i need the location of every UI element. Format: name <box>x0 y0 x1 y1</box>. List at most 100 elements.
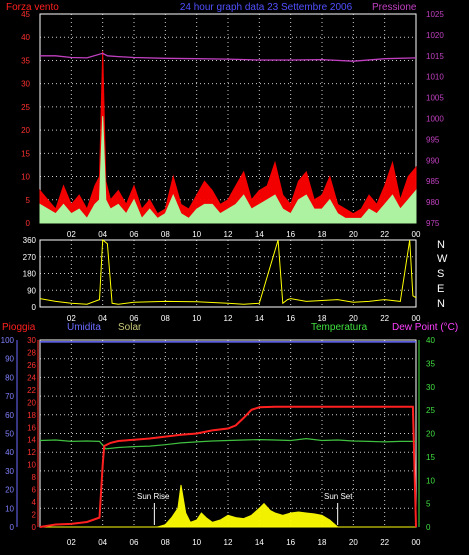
pressure-y-tick: 995 <box>426 135 440 144</box>
wind-y-tick: 5 <box>26 196 31 205</box>
humidity-y-tick: 0 <box>10 523 15 532</box>
pressure-y-tick: 1010 <box>426 73 444 82</box>
wind-panel-x-tick: 16 <box>286 230 295 239</box>
direction-panel-x-tick: 12 <box>224 314 233 323</box>
direction-y-tick: 180 <box>23 270 37 279</box>
wind-series <box>39 51 417 224</box>
wind-y-tick: 20 <box>21 126 30 135</box>
rain-series <box>39 405 417 528</box>
rain-y-tick: 30 <box>27 336 36 345</box>
temperature-y-tick: 40 <box>426 336 435 345</box>
rain-panel-x-tick: 06 <box>130 538 139 547</box>
compass-s: S <box>437 268 444 280</box>
pressure-axis-title: Pressione <box>372 2 417 13</box>
sunset-annotation: Sun Set <box>324 492 353 501</box>
pressure-y-tick: 990 <box>426 156 440 165</box>
direction-panel-x-tick: 18 <box>318 314 327 323</box>
rain-panel-x-tick: 04 <box>98 538 107 547</box>
pressure-y-tick: 1020 <box>426 31 444 40</box>
rain-panel-x-tick: 22 <box>380 538 389 547</box>
temperature-y-tick: 30 <box>426 383 435 392</box>
temperature-series <box>39 437 416 450</box>
wind-y-tick: 25 <box>21 103 30 112</box>
chart-title: 24 hour graph data 23 Settembre 2006 <box>180 2 353 13</box>
compass-e: E <box>437 283 444 295</box>
temperature-y-tick: 20 <box>426 430 435 439</box>
direction-y-tick: 360 <box>23 236 37 245</box>
direction-y-tick: 90 <box>27 286 36 295</box>
rain-axis-title: Pioggia <box>2 322 36 333</box>
wind-y-tick: 40 <box>21 33 30 42</box>
rain-y-tick: 6 <box>32 486 37 495</box>
wind-panel-x-tick: 00 <box>412 230 421 239</box>
solar-series <box>40 484 416 528</box>
wind-y-tick: 30 <box>21 80 30 89</box>
rain-y-tick: 28 <box>27 348 36 357</box>
wind-panel-x-tick: 02 <box>67 230 76 239</box>
humidity-y-tick: 20 <box>5 486 14 495</box>
humidity-y-tick: 30 <box>5 467 14 476</box>
wind-y-tick: 10 <box>21 173 30 182</box>
compass-labels: N W S E N <box>437 239 448 310</box>
wind-panel-x-tick: 14 <box>255 230 264 239</box>
pressure-y-tick: 1025 <box>426 10 444 19</box>
rain-y-tick: 4 <box>32 498 37 507</box>
direction-panel-x-tick: 16 <box>286 314 295 323</box>
temperature-axis-title: Temperatura <box>311 322 368 333</box>
compass-w: W <box>437 253 448 265</box>
temperature-y-tick: 35 <box>426 359 435 368</box>
wind-panel-x-tick: 22 <box>380 230 389 239</box>
wind-y-tick: 15 <box>21 149 30 158</box>
rain-y-tick: 0 <box>32 523 37 532</box>
humidity-y-tick: 90 <box>5 355 14 364</box>
humidity-axis-title: Umidita <box>67 322 101 333</box>
rain-y-tick: 12 <box>27 448 36 457</box>
compass-n-top: N <box>437 239 445 251</box>
rain-panel-x-tick: 12 <box>224 538 233 547</box>
rain-y-tick: 8 <box>32 473 37 482</box>
rain-y-tick: 18 <box>27 411 36 420</box>
direction-panel-x-tick: 10 <box>192 314 201 323</box>
direction-y-tick: 0 <box>32 303 37 312</box>
direction-panel-x-tick: 00 <box>412 314 421 323</box>
rain-y-tick: 24 <box>27 373 36 382</box>
humidity-y-tick: 40 <box>5 448 14 457</box>
humidity-y-tick: 70 <box>5 392 14 401</box>
rain-panel-x-tick: 00 <box>412 538 421 547</box>
direction-panel-x-tick: 08 <box>161 314 170 323</box>
temperature-y-tick: 5 <box>426 500 431 509</box>
direction-y-tick: 270 <box>23 253 37 262</box>
pressure-y-tick: 1000 <box>426 115 444 124</box>
rain-panel-x-tick: 10 <box>192 538 201 547</box>
gust-series <box>39 116 417 224</box>
direction-panel-x-tick: 04 <box>98 314 107 323</box>
temperature-y-tick: 0 <box>426 523 431 532</box>
wind-axis-title: Forza vento <box>6 2 59 13</box>
rain-panel-x-tick: 02 <box>67 538 76 547</box>
solar-axis-title: Solar <box>118 322 142 333</box>
pressure-y-tick: 1015 <box>426 52 444 61</box>
rain-y-tick: 14 <box>27 436 36 445</box>
wind-panel-x-tick: 10 <box>192 230 201 239</box>
humidity-y-tick: 60 <box>5 411 14 420</box>
temperature-y-tick: 15 <box>426 453 435 462</box>
sunrise-annotation: Sun Rise <box>137 492 170 501</box>
pressure-y-tick: 975 <box>426 219 440 228</box>
direction-series <box>39 239 417 305</box>
rain-y-tick: 22 <box>27 386 36 395</box>
rain-panel-x-tick: 18 <box>318 538 327 547</box>
rain-panel-x-tick: 20 <box>349 538 358 547</box>
wind-panel-x-tick: 18 <box>318 230 327 239</box>
direction-panel-x-tick: 06 <box>130 314 139 323</box>
temperature-y-tick: 10 <box>426 476 435 485</box>
wind-panel-x-tick: 08 <box>161 230 170 239</box>
rain-y-tick: 26 <box>27 361 36 370</box>
temperature-y-tick: 25 <box>426 406 435 415</box>
humidity-y-tick: 100 <box>1 336 15 345</box>
pressure-y-tick: 980 <box>426 198 440 207</box>
rain-panel-x-tick: 08 <box>161 538 170 547</box>
wind-y-tick: 35 <box>21 56 30 65</box>
pressure-y-tick: 1005 <box>426 94 444 103</box>
rain-y-tick: 2 <box>32 511 37 520</box>
